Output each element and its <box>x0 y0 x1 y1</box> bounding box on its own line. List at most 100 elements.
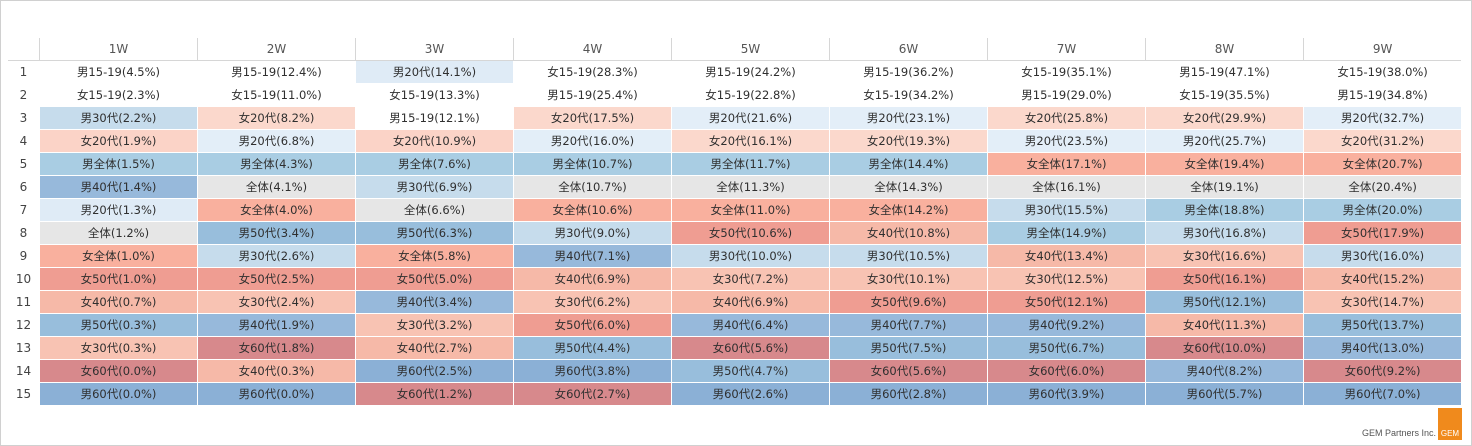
table-cell: 女40代(0.7%) <box>39 290 198 314</box>
table-row: 3 男30代(2.2%) 女20代(8.2%) 男15-19(12.1%) 女20代(1… <box>8 106 1462 130</box>
table-row: 13 女30代(0.3%) 女60代(1.8%) 女40代(2.7%) 男50代(4.4… <box>8 336 1462 360</box>
credit-text: GEM Partners Inc. <box>1361 428 1436 438</box>
table-cell: 男15-19(47.1%) <box>1145 60 1304 84</box>
table-cell: 男60代(0.0%) <box>39 382 198 406</box>
table-cell: 男50代(13.7%) <box>1303 313 1462 337</box>
table-cell: 女60代(1.2%) <box>355 382 514 406</box>
column-header-3w: 3W <box>355 38 514 61</box>
table-row: 6 男40代(1.4%) 全体(4.1%) 男30代(6.9%) 全体(10.7%) 全体… <box>8 175 1462 199</box>
table-cell: 女15-19(11.0%) <box>197 83 356 107</box>
table-row: 2 女15-19(2.3%) 女15-19(11.0%) 女15-19(13.3%) 男… <box>8 83 1462 107</box>
table-cell: 男20代(21.6%) <box>671 106 830 130</box>
table-cell: 男15-19(12.1%) <box>355 106 514 130</box>
table-cell: 女15-19(2.3%) <box>39 83 198 107</box>
table-cell: 女全体(10.6%) <box>513 198 672 222</box>
table-cell: 女60代(1.8%) <box>197 336 356 360</box>
table-cell: 女20代(17.5%) <box>513 106 672 130</box>
table-cell: 全体(16.1%) <box>987 175 1146 199</box>
table-cell: 女50代(16.1%) <box>1145 267 1304 291</box>
table-cell: 男50代(7.5%) <box>829 336 988 360</box>
table-cell: 男40代(8.2%) <box>1145 359 1304 383</box>
column-header-6w: 6W <box>829 38 988 61</box>
table-row: 11 女40代(0.7%) 女30代(2.4%) 男40代(3.4%) 女30代(6.2… <box>8 290 1462 314</box>
table-cell: 男40代(7.7%) <box>829 313 988 337</box>
table-cell: 女30代(0.3%) <box>39 336 198 360</box>
table-cell: 女30代(16.6%) <box>1145 244 1304 268</box>
table-cell: 男30代(2.6%) <box>197 244 356 268</box>
rank-label: 11 <box>15 295 32 309</box>
table-cell: 女40代(11.3%) <box>1145 313 1304 337</box>
table-cell: 女40代(2.7%) <box>355 336 514 360</box>
table-cell: 男全体(14.4%) <box>829 152 988 176</box>
table-cell: 男30代(16.0%) <box>1303 244 1462 268</box>
table-cell: 男30代(6.9%) <box>355 175 514 199</box>
table-row: 4 女20代(1.9%) 男20代(6.8%) 女20代(10.9%) 男20代(16.… <box>8 129 1462 153</box>
table-cell: 女全体(11.0%) <box>671 198 830 222</box>
table-cell: 男20代(32.7%) <box>1303 106 1462 130</box>
table-cell: 女30代(6.2%) <box>513 290 672 314</box>
table-cell: 男15-19(12.4%) <box>197 60 356 84</box>
table-cell: 男40代(1.4%) <box>39 175 198 199</box>
table-cell: 女50代(5.0%) <box>355 267 514 291</box>
rank-label: 8 <box>19 226 28 240</box>
table-cell: 男15-19(4.5%) <box>39 60 198 84</box>
gem-logo: GEM <box>1438 408 1462 440</box>
table-cell: 男20代(25.7%) <box>1145 129 1304 153</box>
table-cell: 女50代(10.6%) <box>671 221 830 245</box>
table-cell: 女40代(13.4%) <box>987 244 1146 268</box>
table-cell: 男全体(18.8%) <box>1145 198 1304 222</box>
table-cell: 男60代(3.8%) <box>513 359 672 383</box>
table-cell: 男60代(2.8%) <box>829 382 988 406</box>
table-cell: 女40代(0.3%) <box>197 359 356 383</box>
table-cell: 女40代(6.9%) <box>671 290 830 314</box>
table-cell: 男50代(6.3%) <box>355 221 514 245</box>
table-cell: 女20代(1.9%) <box>39 129 198 153</box>
rank-label: 7 <box>19 203 28 217</box>
table-cell: 女全体(20.7%) <box>1303 152 1462 176</box>
rank-label: 2 <box>19 88 28 102</box>
table-cell: 女15-19(35.5%) <box>1145 83 1304 107</box>
rank-label: 5 <box>19 157 28 171</box>
rank-label: 14 <box>15 364 32 378</box>
rank-label: 15 <box>15 387 32 401</box>
table-row: 9 女全体(1.0%) 男30代(2.6%) 女全体(5.8%) 男40代(7.1%) 男… <box>8 244 1462 268</box>
table-cell: 女全体(4.0%) <box>197 198 356 222</box>
table-cell: 男50代(6.7%) <box>987 336 1146 360</box>
table-cell: 男30代(16.8%) <box>1145 221 1304 245</box>
table-cell: 女40代(6.9%) <box>513 267 672 291</box>
table-cell: 女15-19(13.3%) <box>355 83 514 107</box>
ranking-table: 1W 2W 3W 4W 5W 6W 7W 8W 9W 1 男15-19(4.5%) 男15-19(1… <box>8 38 1462 406</box>
table-cell: 女60代(0.0%) <box>39 359 198 383</box>
table-cell: 全体(20.4%) <box>1303 175 1462 199</box>
column-header-4w: 4W <box>513 38 672 61</box>
table-cell: 女全体(5.8%) <box>355 244 514 268</box>
table-cell: 男40代(9.2%) <box>987 313 1146 337</box>
table-cell: 女50代(9.6%) <box>829 290 988 314</box>
table-cell: 女30代(14.7%) <box>1303 290 1462 314</box>
table-cell: 女30代(7.2%) <box>671 267 830 291</box>
table-cell: 女15-19(22.8%) <box>671 83 830 107</box>
table-cell: 男50代(4.7%) <box>671 359 830 383</box>
table-cell: 男30代(15.5%) <box>987 198 1146 222</box>
table-cell: 女40代(15.2%) <box>1303 267 1462 291</box>
table-cell: 男60代(3.9%) <box>987 382 1146 406</box>
table-cell: 男40代(3.4%) <box>355 290 514 314</box>
table-cell: 男60代(2.5%) <box>355 359 514 383</box>
table-row: 15 男60代(0.0%) 男60代(0.0%) 女60代(1.2%) 女60代(2.7… <box>8 382 1462 406</box>
table-cell: 男40代(7.1%) <box>513 244 672 268</box>
table-cell: 女20代(8.2%) <box>197 106 356 130</box>
table-row: 10 女50代(1.0%) 女50代(2.5%) 女50代(5.0%) 女40代(6.9… <box>8 267 1462 291</box>
table-cell: 男15-19(25.4%) <box>513 83 672 107</box>
table-body: 1 男15-19(4.5%) 男15-19(12.4%) 男20代(14.1%) 女15… <box>8 60 1462 406</box>
table-cell: 男30代(2.2%) <box>39 106 198 130</box>
table-cell: 女40代(10.8%) <box>829 221 988 245</box>
table-cell: 女15-19(38.0%) <box>1303 60 1462 84</box>
table-cell: 女30代(3.2%) <box>355 313 514 337</box>
table-cell: 女60代(9.2%) <box>1303 359 1462 383</box>
table-cell: 男40代(1.9%) <box>197 313 356 337</box>
table-cell: 女60代(5.6%) <box>671 336 830 360</box>
table-cell: 男全体(1.5%) <box>39 152 198 176</box>
table-cell: 女50代(12.1%) <box>987 290 1146 314</box>
table-cell: 男50代(12.1%) <box>1145 290 1304 314</box>
table-cell: 男20代(16.0%) <box>513 129 672 153</box>
